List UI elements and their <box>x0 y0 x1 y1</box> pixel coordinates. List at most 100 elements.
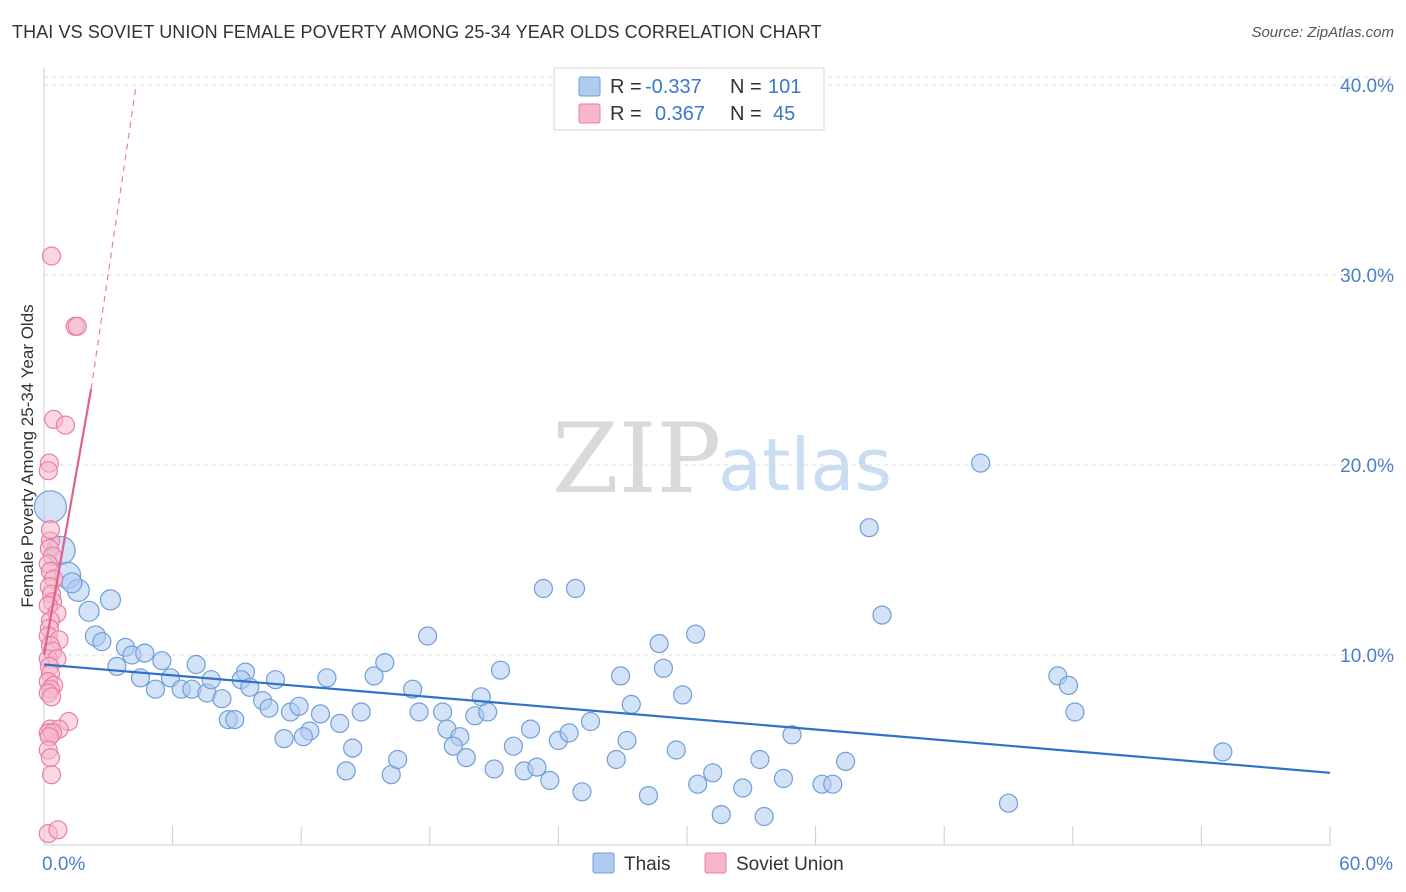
data-point-thais <box>78 600 100 622</box>
data-point-thais <box>859 518 879 538</box>
legend-n-value-thais: 101 <box>768 76 801 98</box>
data-point-thais <box>388 749 408 770</box>
data-point-thais <box>61 572 83 594</box>
data-point-thais <box>1065 702 1085 722</box>
legend: R = -0.337 N = 101 R = 0.367 N = 45 <box>553 67 825 131</box>
x-tick-label: 60.0% <box>1339 854 1393 875</box>
data-point-thais <box>1058 675 1079 696</box>
data-point-thais <box>99 589 122 611</box>
data-point-thais <box>186 654 206 675</box>
gridlines <box>44 76 1394 656</box>
x-tick-label: 0.0% <box>42 854 85 875</box>
data-point-thais <box>330 713 350 734</box>
data-point-thais <box>653 658 674 678</box>
data-point-thais <box>540 770 560 791</box>
data-point-thais <box>638 785 659 806</box>
data-point-thais <box>673 685 693 705</box>
data-point-thais <box>317 668 337 688</box>
data-point-thais <box>971 453 991 473</box>
legend-r-label-soviet: R = <box>610 103 642 125</box>
data-point-thais <box>351 702 371 722</box>
data-point-thais <box>782 725 802 745</box>
data-point-soviet <box>67 316 87 336</box>
y-tick-label: 40.0% <box>1340 76 1394 97</box>
data-point-thais <box>336 761 356 781</box>
data-point-thais <box>92 632 112 652</box>
data-point-thais <box>443 736 463 756</box>
data-point-thais <box>872 605 892 625</box>
bottom-legend-label-thais: Thais <box>624 854 670 875</box>
data-point-thais <box>478 702 498 722</box>
data-point-soviet <box>41 687 62 707</box>
legend-n-label-thais: N = <box>730 76 762 98</box>
legend-r-label-thais: R = <box>610 76 642 98</box>
data-point-thais <box>418 626 438 646</box>
data-point-thais <box>33 490 68 524</box>
y-tick-labels: 10.0% 20.0% 30.0% 40.0% <box>1340 76 1394 667</box>
data-point-soviet <box>48 820 68 840</box>
data-point-soviet <box>41 765 62 785</box>
data-point-thais <box>293 727 313 747</box>
data-point-thais <box>773 768 794 789</box>
data-point-thais <box>490 660 511 680</box>
data-point-soviet <box>41 246 62 266</box>
y-axis-label: Female Poverty Among 25-34 Year Olds <box>18 304 37 607</box>
chart-title: THAI VS SOVIET UNION FEMALE POVERTY AMON… <box>12 22 822 42</box>
data-point-thais <box>403 679 423 699</box>
data-point-thais <box>606 749 626 770</box>
x-ticks <box>172 826 1331 845</box>
data-point-thais <box>503 736 523 756</box>
data-point-thais <box>610 666 631 686</box>
data-point-thais <box>754 806 774 827</box>
data-point-thais <box>375 652 395 673</box>
data-point-thais <box>836 751 856 772</box>
data-point-thais <box>998 793 1019 813</box>
data-point-thais <box>617 730 637 751</box>
y-tick-label: 10.0% <box>1340 646 1394 667</box>
data-point-thais <box>409 702 429 722</box>
data-point-thais <box>750 749 770 770</box>
data-point-thais <box>364 666 384 686</box>
data-point-soviet <box>38 461 58 481</box>
legend-r-value-thais: -0.337 <box>645 76 702 98</box>
trend-line-soviet-extension <box>90 84 137 390</box>
data-point-thais <box>649 633 669 654</box>
data-point-thais <box>733 778 753 798</box>
data-point-thais <box>527 757 547 777</box>
data-point-thais <box>703 763 723 783</box>
legend-n-value-soviet: 45 <box>773 103 795 125</box>
data-point-thais <box>456 747 476 768</box>
data-point-thais <box>225 709 245 730</box>
data-point-thais <box>533 578 553 599</box>
trend-line-soviet <box>42 388 93 656</box>
data-point-thais <box>1213 742 1233 762</box>
data-point-thais <box>688 774 708 794</box>
bottom-legend-swatch-soviet <box>704 852 727 874</box>
data-point-thais <box>666 740 686 760</box>
data-point-thais <box>135 643 155 663</box>
legend-n-label-soviet: N = <box>730 103 762 125</box>
series-thais-points <box>33 453 1233 827</box>
data-point-thais <box>433 702 453 722</box>
data-point-thais <box>823 774 843 794</box>
y-tick-label: 20.0% <box>1340 456 1394 477</box>
y-tick-label: 30.0% <box>1340 266 1394 287</box>
data-point-thais <box>310 704 331 724</box>
bottom-legend-label-soviet: Soviet Union <box>736 854 844 875</box>
data-point-thais <box>107 656 127 677</box>
bottom-legend-swatch-thais <box>592 852 615 874</box>
legend-r-value-soviet: 0.367 <box>655 103 705 125</box>
watermark-zip: ZIP <box>552 403 721 515</box>
data-point-thais <box>259 698 279 718</box>
source-label: Source: ZipAtlas.com <box>1251 24 1394 41</box>
data-point-thais <box>621 694 641 715</box>
legend-swatch-soviet <box>578 103 601 124</box>
data-point-thais <box>152 651 172 671</box>
data-point-thais <box>565 578 586 599</box>
data-point-thais <box>274 728 294 749</box>
data-point-thais <box>572 782 592 802</box>
series-soviet-points <box>38 246 87 844</box>
data-point-thais <box>265 670 286 690</box>
x-tick-labels: 0.0% 60.0% <box>42 854 1393 875</box>
